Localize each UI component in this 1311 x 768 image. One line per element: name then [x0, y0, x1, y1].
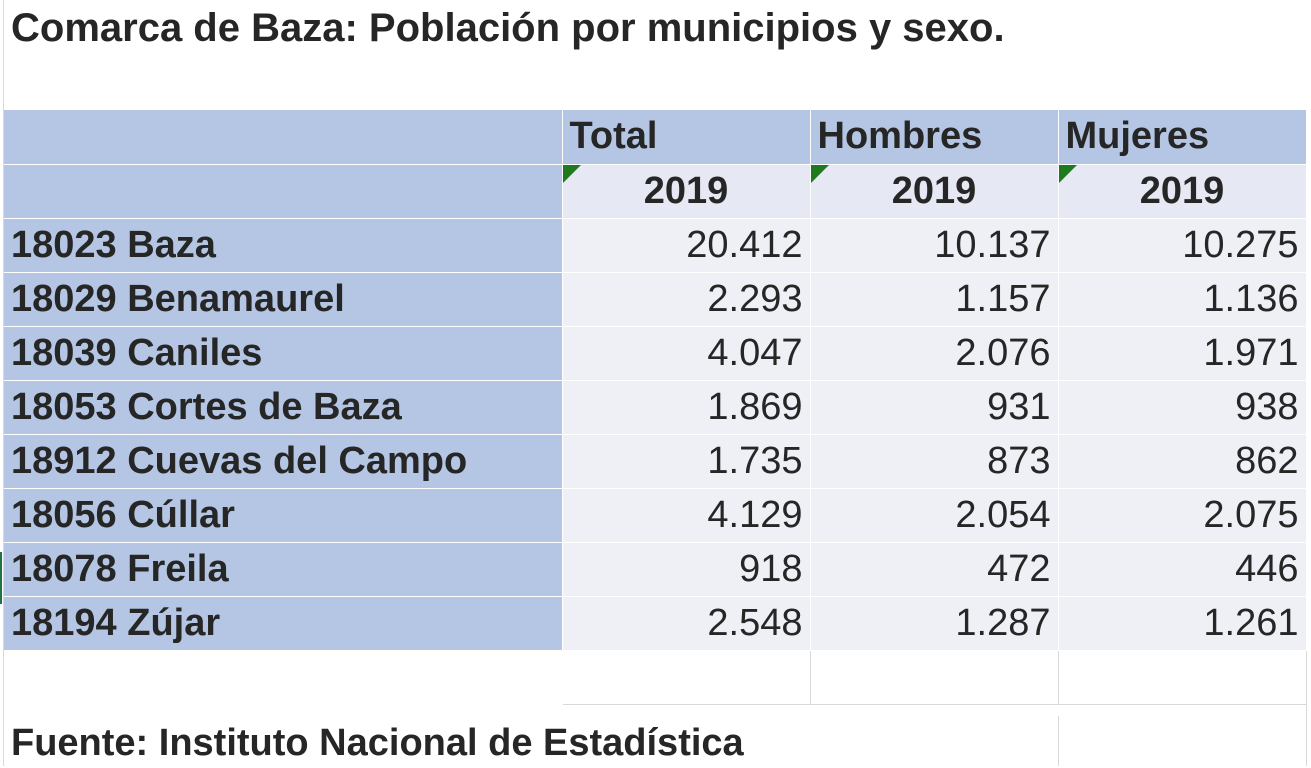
- empty-cell[interactable]: [4, 650, 563, 705]
- table-row: 18039 Caniles 4.047 2.076 1.971: [4, 326, 1307, 381]
- year-cell-total[interactable]: 2019: [562, 164, 811, 219]
- year-row: 2019 2019 2019: [4, 164, 1307, 219]
- hombres-cell[interactable]: 1.287: [810, 596, 1059, 651]
- total-cell[interactable]: 2.293: [562, 272, 811, 327]
- hombres-cell[interactable]: 2.076: [810, 326, 1059, 381]
- total-cell[interactable]: 20.412: [562, 218, 811, 273]
- sheet-title[interactable]: Comarca de Baza: Población por municipio…: [11, 6, 1005, 50]
- mujeres-cell[interactable]: 938: [1058, 380, 1307, 435]
- error-indicator-icon[interactable]: [562, 164, 581, 183]
- hombres-cell[interactable]: 2.054: [810, 488, 1059, 543]
- row-header-edge: [0, 0, 4, 766]
- table-row: 18029 Benamaurel 2.293 1.157 1.136: [4, 272, 1307, 327]
- empty-cell[interactable]: [810, 650, 1059, 705]
- hombres-cell[interactable]: 931: [810, 380, 1059, 435]
- total-cell[interactable]: 2.548: [562, 596, 811, 651]
- table-row: 18078 Freila 918 472 446: [4, 542, 1307, 597]
- mujeres-cell[interactable]: 10.275: [1058, 218, 1307, 273]
- mujeres-cell[interactable]: 2.075: [1058, 488, 1307, 543]
- corner-cell[interactable]: [4, 110, 563, 165]
- year-cell-mujeres[interactable]: 2019: [1058, 164, 1307, 219]
- error-indicator-icon[interactable]: [810, 164, 829, 183]
- gridline: [1058, 716, 1059, 766]
- column-header-mujeres[interactable]: Mujeres: [1058, 110, 1307, 165]
- source-note[interactable]: Fuente: Instituto Nacional de Estadístic…: [11, 722, 744, 764]
- year-label: 2019: [643, 169, 729, 212]
- hombres-cell[interactable]: 1.157: [810, 272, 1059, 327]
- mujeres-cell[interactable]: 1.971: [1058, 326, 1307, 381]
- municipio-cell[interactable]: 18078 Freila: [4, 542, 563, 597]
- year-label: 2019: [1139, 169, 1225, 212]
- total-cell[interactable]: 4.129: [562, 488, 811, 543]
- gridline: [1306, 660, 1307, 766]
- hombres-cell[interactable]: 873: [810, 434, 1059, 489]
- table-row: 18194 Zújar 2.548 1.287 1.261: [4, 596, 1307, 651]
- hombres-cell[interactable]: 10.137: [810, 218, 1059, 273]
- column-header-total[interactable]: Total: [562, 110, 811, 165]
- municipio-cell[interactable]: 18912 Cuevas del Campo: [4, 434, 563, 489]
- year-label: 2019: [891, 169, 977, 212]
- municipio-cell[interactable]: 18039 Caniles: [4, 326, 563, 381]
- municipio-cell[interactable]: 18053 Cortes de Baza: [4, 380, 563, 435]
- municipio-cell[interactable]: 18023 Baza: [4, 218, 563, 273]
- mujeres-cell[interactable]: 862: [1058, 434, 1307, 489]
- municipio-cell[interactable]: 18056 Cúllar: [4, 488, 563, 543]
- hombres-cell[interactable]: 472: [810, 542, 1059, 597]
- header-row: Total Hombres Mujeres: [4, 110, 1307, 165]
- column-header-hombres[interactable]: Hombres: [810, 110, 1059, 165]
- population-table: Total Hombres Mujeres 2019 2019 2019: [4, 110, 1307, 705]
- empty-row: [4, 650, 1307, 705]
- table-row: 18912 Cuevas del Campo 1.735 873 862: [4, 434, 1307, 489]
- total-cell[interactable]: 4.047: [562, 326, 811, 381]
- empty-cell[interactable]: [561, 650, 811, 705]
- municipio-cell[interactable]: 18029 Benamaurel: [4, 272, 563, 327]
- row-selection-marker: [0, 552, 2, 604]
- mujeres-cell[interactable]: 1.136: [1058, 272, 1307, 327]
- total-cell[interactable]: 1.869: [562, 380, 811, 435]
- total-cell[interactable]: 918: [562, 542, 811, 597]
- empty-cell[interactable]: [1058, 650, 1307, 705]
- municipio-cell[interactable]: 18194 Zújar: [4, 596, 563, 651]
- mujeres-cell[interactable]: 1.261: [1058, 596, 1307, 651]
- table-row: 18056 Cúllar 4.129 2.054 2.075: [4, 488, 1307, 543]
- year-cell-hombres[interactable]: 2019: [810, 164, 1059, 219]
- total-cell[interactable]: 1.735: [562, 434, 811, 489]
- mujeres-cell[interactable]: 446: [1058, 542, 1307, 597]
- table-row: 18053 Cortes de Baza 1.869 931 938: [4, 380, 1307, 435]
- corner-cell-year[interactable]: [4, 164, 563, 219]
- table-row: 18023 Baza 20.412 10.137 10.275: [4, 218, 1307, 273]
- error-indicator-icon[interactable]: [1058, 164, 1077, 183]
